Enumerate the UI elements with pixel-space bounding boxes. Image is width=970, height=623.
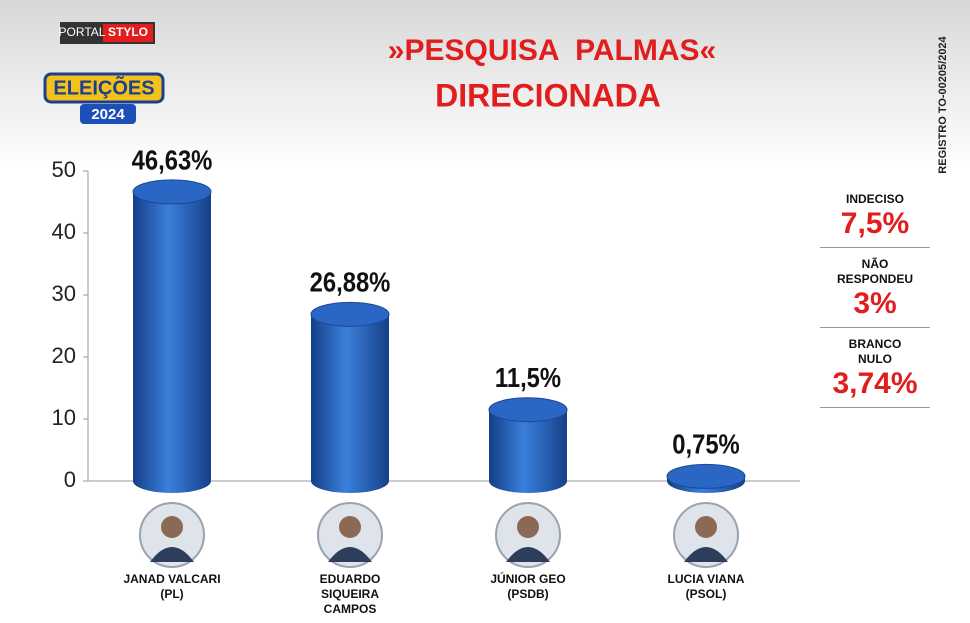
bar-top	[132, 179, 212, 205]
note-value: 3,74%	[832, 367, 918, 400]
registration: REGISTRO TO-00205/2024	[937, 35, 949, 173]
candidate-name: EDUARDO SIQUEIRA CAMPOS	[319, 572, 381, 616]
bar-top	[488, 397, 568, 423]
photo-body	[506, 547, 550, 562]
value-label: 26,88%	[310, 266, 391, 298]
year-box	[80, 104, 136, 124]
value-label: 11,5%	[495, 361, 561, 393]
y-tick-label: 40	[52, 219, 76, 244]
candidate-party: (PL)	[160, 587, 184, 601]
note-value: 7,5%	[840, 207, 910, 240]
photo-head	[339, 516, 361, 538]
candidate-name: LUCIA VIANA	[667, 572, 745, 586]
photo-head	[517, 516, 539, 538]
y-tick-label: 20	[52, 343, 76, 368]
photo-body	[684, 547, 728, 562]
badge-year: 2024	[91, 106, 125, 123]
chart-title: »PESQUISA PALMAS«	[388, 34, 716, 67]
note-label: INDECISO	[845, 192, 904, 206]
y-tick-label: 10	[52, 405, 76, 430]
separator	[820, 247, 930, 248]
y-tick-label: 50	[52, 157, 76, 182]
value-label: 0,75%	[672, 428, 739, 460]
candidate-name: JANAD VALCARI	[123, 572, 221, 586]
note-value: 3%	[853, 287, 897, 320]
bar	[489, 409, 567, 493]
candidate-party: (PSOL)	[685, 587, 727, 601]
photo-body	[150, 547, 194, 562]
photo-head	[695, 516, 717, 538]
note-label: BRANCO NULO	[848, 337, 902, 366]
value-label: 46,63%	[132, 143, 213, 175]
photo-head	[161, 516, 183, 538]
brand-portal: PORTAL	[59, 25, 106, 39]
bar	[133, 191, 211, 494]
badge	[43, 72, 165, 104]
separator	[820, 407, 930, 408]
y-tick-label: 0	[64, 467, 76, 492]
photo-body	[328, 547, 372, 562]
bar-top	[310, 301, 390, 327]
candidate-name: JÚNIOR GEO	[490, 572, 566, 586]
bar-top	[666, 463, 746, 489]
separator	[820, 327, 930, 328]
badge-text: ELEIÇÕES	[53, 75, 154, 99]
y-tick-label: 30	[52, 281, 76, 306]
chart-subtitle: DIRECIONADA	[435, 77, 661, 113]
bar	[311, 314, 389, 493]
brand-name: STYLO	[108, 25, 148, 39]
candidate-party: (PSDB)	[507, 587, 549, 601]
brand-name-box	[103, 24, 153, 42]
note-label: NÃO RESPONDEU	[836, 257, 913, 286]
